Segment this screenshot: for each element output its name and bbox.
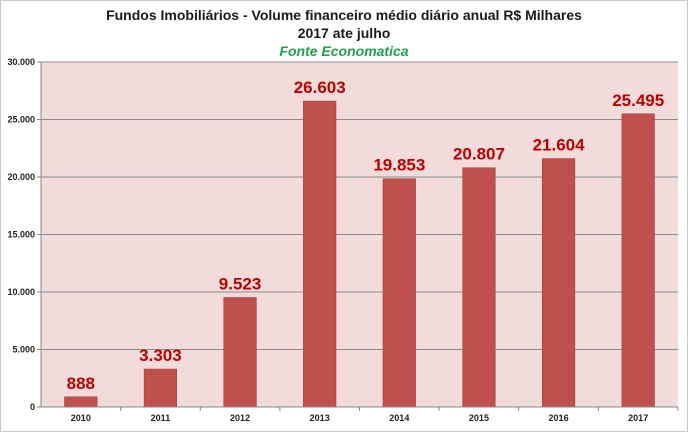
y-tick-label: 15.000 (7, 230, 35, 240)
y-tick-label: 5.000 (12, 345, 35, 355)
chart-header: Fundos Imobiliários - Volume financeiro … (0, 6, 688, 60)
x-tick-label-2011: 2011 (151, 413, 171, 423)
x-tick-label-2016: 2016 (549, 413, 569, 423)
x-axis: 2010 2011 2012 2013 2014 2015 2016 2017 (41, 406, 679, 423)
y-axis: 0 5.000 10.000 15.000 20.000 25.000 30.000 (7, 57, 42, 412)
data-label-2017: 25.495 (612, 91, 664, 110)
y-tick-label: 20.000 (7, 172, 35, 182)
bar-2015 (462, 167, 496, 408)
y-tick-label: 25.000 (7, 115, 35, 125)
bar-2016 (541, 158, 576, 408)
data-label-2014: 19.853 (373, 156, 425, 175)
bar-2010 (64, 396, 98, 408)
data-label-2010: 888 (67, 374, 95, 393)
y-tick-label: 0 (30, 402, 35, 412)
x-tick-label-2014: 2014 (389, 413, 409, 423)
bar-2012 (223, 297, 257, 408)
chart-title: Fundos Imobiliários - Volume financeiro … (106, 7, 582, 23)
x-tick-label-2013: 2013 (310, 413, 330, 423)
bar-2013 (303, 100, 337, 408)
y-tick-label: 10.000 (7, 287, 35, 297)
bar-2014 (382, 178, 416, 408)
data-label-2012: 9.523 (219, 274, 262, 293)
data-label-2016: 21.604 (533, 136, 586, 155)
x-tick-label-2017: 2017 (628, 413, 648, 423)
bars (64, 100, 655, 408)
data-label-2015: 20.807 (453, 145, 505, 164)
bar-2011 (143, 368, 178, 408)
x-tick-label-2015: 2015 (469, 413, 489, 423)
data-label-2013: 26.603 (294, 78, 346, 97)
chart-source: Fonte Economatica (279, 43, 409, 59)
x-tick-label-2012: 2012 (230, 413, 250, 423)
data-label-2011: 3.303 (139, 346, 182, 365)
chart-subtitle: 2017 ate julho (297, 25, 391, 41)
x-tick-label-2010: 2010 (71, 413, 91, 423)
bar-2017 (621, 113, 655, 408)
data-labels: 888 3.303 9.523 26.603 19.853 20.807 21.604 25.… (67, 78, 665, 393)
y-tick-label: 30.000 (7, 57, 35, 67)
